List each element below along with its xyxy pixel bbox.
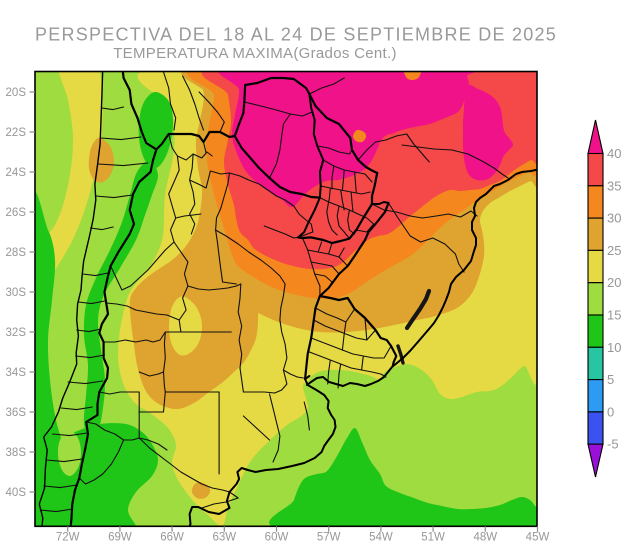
svg-text:20: 20 — [607, 275, 621, 290]
svg-text:30S: 30S — [6, 287, 27, 299]
svg-text:36S: 36S — [6, 407, 27, 419]
svg-text:32S: 32S — [6, 327, 27, 339]
svg-text:26S: 26S — [6, 207, 27, 219]
svg-text:5: 5 — [607, 372, 614, 387]
svg-text:60W: 60W — [265, 532, 289, 544]
svg-text:57W: 57W — [317, 532, 341, 544]
svg-text:15: 15 — [607, 308, 621, 323]
svg-text:48W: 48W — [473, 532, 497, 544]
svg-text:66W: 66W — [160, 532, 184, 544]
svg-text:24S: 24S — [6, 167, 27, 179]
svg-text:-5: -5 — [607, 437, 619, 452]
svg-text:20S: 20S — [6, 87, 27, 99]
svg-text:22S: 22S — [6, 127, 27, 139]
svg-text:TEMPERATURA MAXIMA(Grados Cent: TEMPERATURA MAXIMA(Grados Cent.) — [113, 45, 397, 62]
svg-text:54W: 54W — [369, 532, 393, 544]
svg-text:69W: 69W — [108, 532, 132, 544]
svg-text:38S: 38S — [6, 447, 27, 459]
svg-text:40: 40 — [607, 146, 621, 161]
svg-text:10: 10 — [607, 340, 621, 355]
svg-text:0: 0 — [607, 404, 614, 419]
svg-text:28S: 28S — [6, 247, 27, 259]
svg-text:34S: 34S — [6, 367, 27, 379]
svg-text:30: 30 — [607, 211, 621, 226]
svg-text:72W: 72W — [56, 532, 80, 544]
svg-text:40S: 40S — [6, 487, 27, 499]
svg-text:25: 25 — [607, 243, 621, 258]
svg-text:45W: 45W — [526, 532, 550, 544]
svg-text:35: 35 — [607, 178, 621, 193]
svg-text:63W: 63W — [212, 532, 236, 544]
svg-text:51W: 51W — [421, 532, 445, 544]
svg-text:PERSPECTIVA DEL 18 AL 24 DE SE: PERSPECTIVA DEL 18 AL 24 DE SEPTIEMBRE D… — [35, 25, 557, 45]
